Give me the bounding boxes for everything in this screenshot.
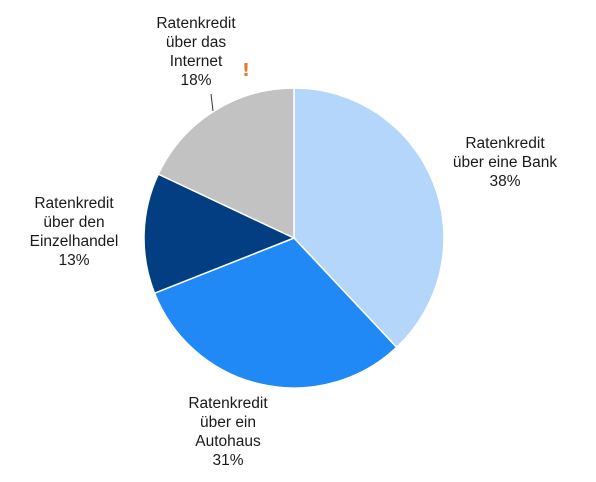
slice-label-line: über den bbox=[43, 214, 104, 231]
slice-value-label-internet: 18% bbox=[180, 72, 211, 89]
pie-slice-einzelhandel bbox=[143, 173, 295, 294]
slice-label-line: Ratenkredit bbox=[465, 135, 545, 152]
pie-slice-internet bbox=[157, 87, 295, 239]
labels-layer: Ratenkredit über eine Bank 38% Ratenkredit ü… bbox=[30, 15, 558, 469]
slice-label-line: Internet bbox=[170, 53, 223, 70]
slice-value-label-uber-eine-bank: 38% bbox=[489, 173, 520, 190]
slice-label-line: Ratenkredit bbox=[156, 15, 236, 32]
slice-label-einzelhandel: Ratenkredit über den Einzelhandel 13% bbox=[30, 195, 119, 269]
slice-label-line: Einzelhandel bbox=[30, 233, 119, 250]
pie-slice-uber-eine-bank bbox=[293, 87, 445, 349]
slice-label-autohaus: Ratenkredit über ein Autohaus 31% bbox=[188, 395, 268, 469]
slice-label-internet: Ratenkredit über das Internet 18% bbox=[156, 15, 236, 89]
slice-label-line: Ratenkredit bbox=[188, 395, 268, 412]
slice-label-line: Autohaus bbox=[195, 433, 261, 450]
slice-value-label-einzelhandel: 13% bbox=[58, 252, 89, 269]
slice-label-line: über das bbox=[166, 34, 227, 51]
slice-value-label-autohaus: 31% bbox=[212, 452, 243, 469]
slice-label-line: über eine Bank bbox=[453, 154, 558, 171]
leader-lines-layer bbox=[210, 93, 214, 112]
exclamation-icon: ! bbox=[242, 60, 250, 81]
pie-slice-autohaus bbox=[153, 237, 398, 389]
slice-label-uber-eine-bank: Ratenkredit über eine Bank 38% bbox=[453, 135, 558, 190]
slice-label-line: über ein bbox=[200, 414, 256, 431]
slices-layer bbox=[143, 87, 445, 389]
leader-line-internet bbox=[210, 93, 214, 112]
slice-label-line: Ratenkredit bbox=[34, 195, 114, 212]
